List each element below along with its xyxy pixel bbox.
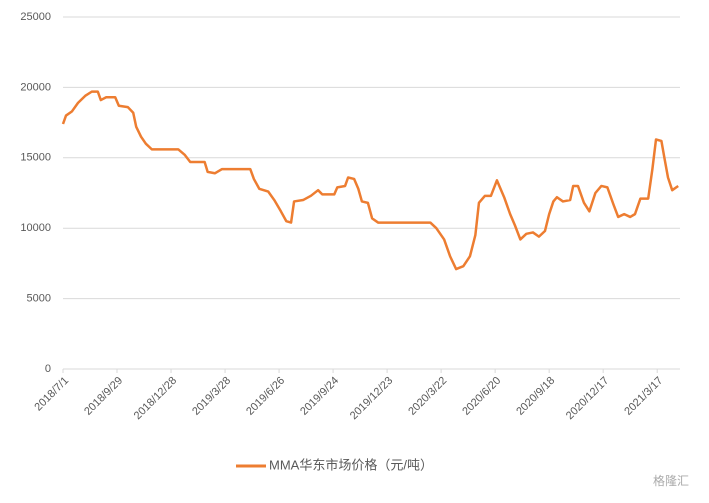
x-tick-label: 2021/3/17 [622, 375, 665, 418]
y-tick-label: 20000 [20, 81, 51, 93]
y-tick-label: 15000 [20, 152, 51, 164]
x-tick-label: 2020/6/20 [460, 375, 503, 418]
y-tick-label: 10000 [20, 222, 51, 234]
x-tick-label: 2020/9/18 [514, 375, 557, 418]
legend-label: MMA华东市场价格（元/吨） [269, 457, 433, 472]
watermark: 格隆汇 [653, 473, 689, 488]
x-tick-label: 2019/12/23 [348, 375, 395, 422]
x-tick-label: 2020/3/22 [406, 375, 449, 418]
x-tick-label: 2019/3/28 [190, 375, 233, 418]
x-tick-label: 2018/7/1 [32, 375, 71, 414]
x-tick-label: 2019/9/24 [298, 375, 341, 418]
x-tick-label: 2019/6/26 [244, 375, 287, 418]
line-series [61, 90, 679, 271]
y-tick-label: 0 [45, 363, 51, 375]
x-tick-label: 2018/12/28 [132, 375, 179, 422]
y-tick-label: 25000 [20, 11, 51, 23]
x-tick-label: 2020/12/17 [564, 375, 611, 422]
x-tick-label: 2018/9/29 [82, 375, 125, 418]
y-tick-label: 5000 [27, 293, 51, 305]
